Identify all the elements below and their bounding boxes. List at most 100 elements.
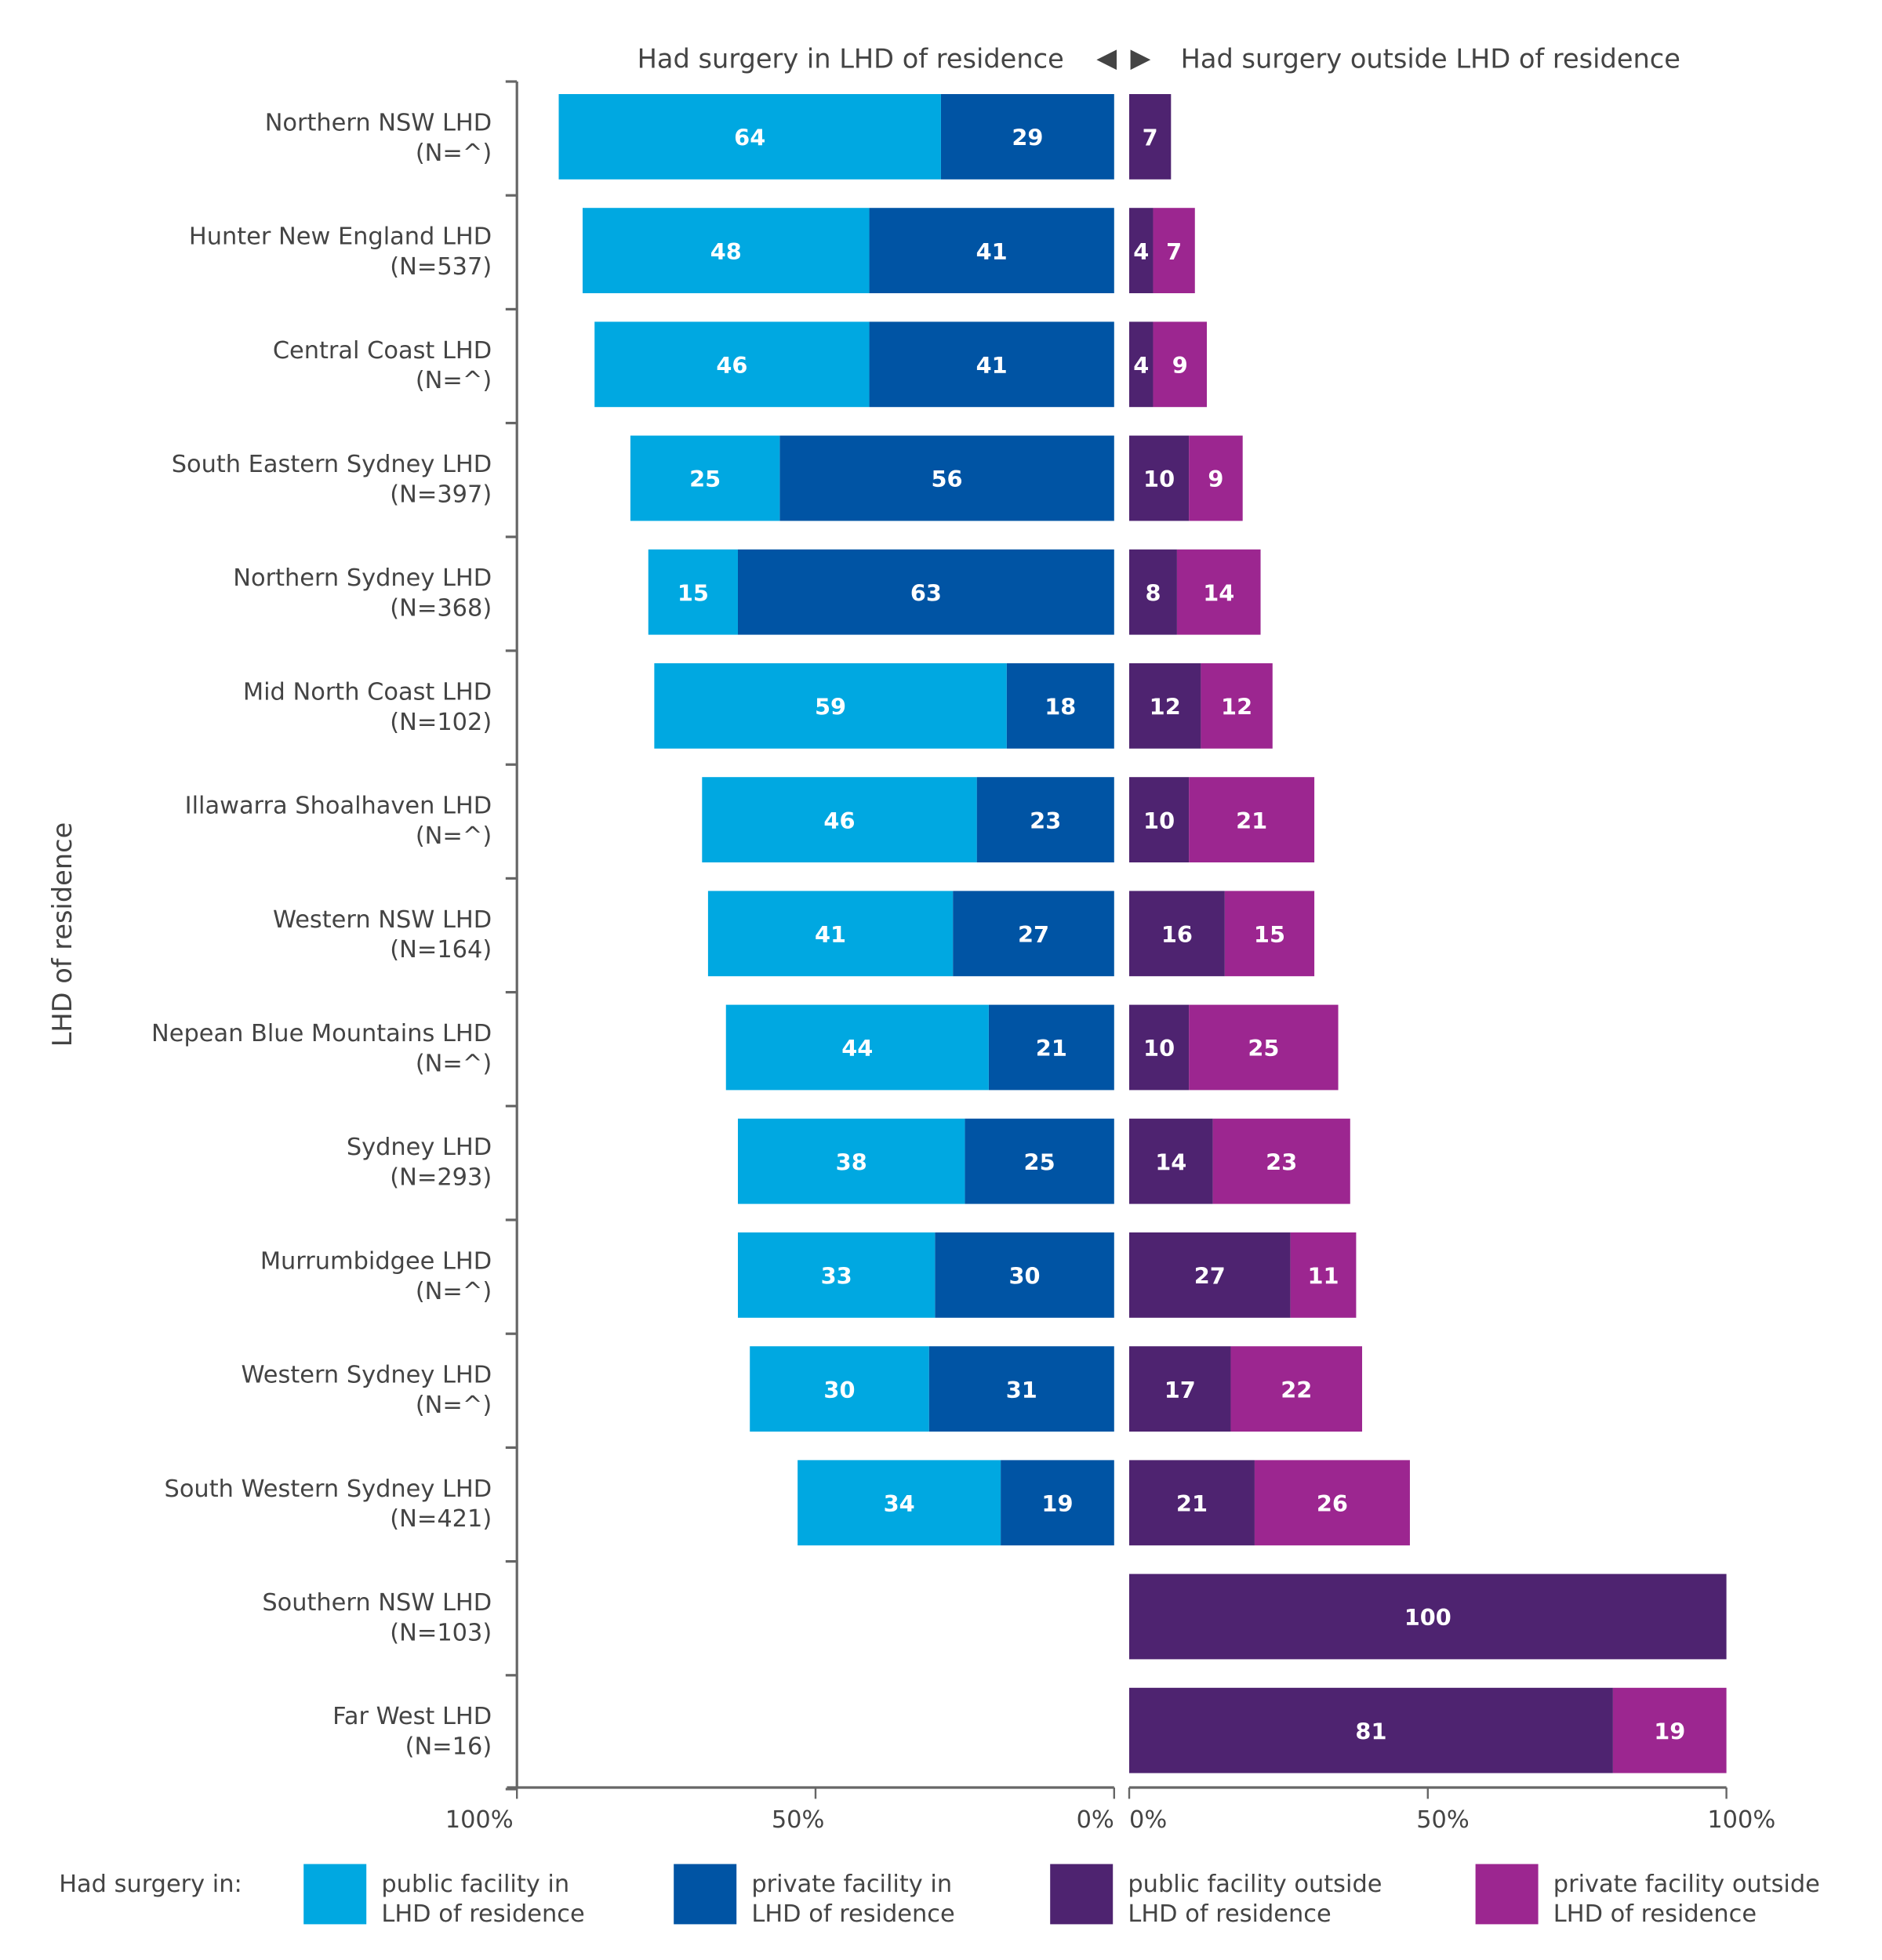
bar-segment — [654, 663, 1007, 749]
category-n-label: (N=537) — [390, 253, 492, 281]
bar-segment — [965, 1118, 1114, 1204]
data-label: 7 — [1166, 238, 1182, 265]
data-label: 12 — [1150, 694, 1181, 720]
data-label: 56 — [932, 466, 963, 492]
category-n-label: (N=102) — [390, 709, 492, 736]
data-label: 19 — [1041, 1490, 1073, 1517]
bar-segment — [1129, 1460, 1255, 1546]
category-n-label: (N=^) — [416, 1050, 492, 1077]
bar-segment — [1612, 1687, 1727, 1773]
data-label: 25 — [1024, 1149, 1055, 1175]
bar-segment — [1129, 1004, 1190, 1091]
category-n-label: (N=16) — [405, 1733, 492, 1761]
data-label: 41 — [976, 238, 1008, 265]
legend-label: LHD of residence — [751, 1900, 954, 1928]
x-tick-label: 100% — [445, 1806, 514, 1834]
bar-segment — [1129, 663, 1201, 749]
bar-segment — [988, 1004, 1114, 1091]
data-label: 31 — [1006, 1377, 1037, 1403]
x-tick-label: 50% — [772, 1806, 825, 1834]
data-label: 14 — [1203, 579, 1234, 606]
x-tick-label: 0% — [1129, 1806, 1167, 1834]
y-axis-label: LHD of residence — [47, 822, 78, 1047]
legend-label: private facility in — [751, 1871, 952, 1898]
data-label: 10 — [1143, 466, 1175, 492]
bar-segment — [1129, 1118, 1213, 1204]
category-label: Northern NSW LHD — [265, 109, 492, 136]
legend-swatch — [303, 1864, 367, 1925]
category-n-label: (N=368) — [390, 595, 492, 622]
legend-label: LHD of residence — [1128, 1900, 1331, 1928]
data-label: 22 — [1281, 1377, 1312, 1403]
category-n-label: (N=^) — [416, 140, 492, 167]
data-label: 7 — [1143, 125, 1158, 151]
bar-segment — [1129, 321, 1154, 408]
data-label: 9 — [1208, 466, 1223, 492]
bar-segment — [779, 435, 1114, 521]
data-label: 15 — [678, 579, 709, 606]
bar-segment — [928, 1346, 1114, 1432]
bar-segment — [953, 891, 1114, 977]
category-label: Hunter New England LHD — [189, 223, 492, 251]
category-label: South Eastern Sydney LHD — [172, 451, 492, 478]
x-tick-label: 50% — [1416, 1806, 1470, 1834]
bar-segment — [1129, 1232, 1291, 1318]
category-label: Mid North Coast LHD — [243, 678, 492, 706]
category-label: Western NSW LHD — [273, 906, 492, 934]
legend-label: public facility in — [381, 1871, 569, 1898]
data-label: 4 — [1133, 352, 1149, 379]
category-n-label: (N=^) — [416, 1392, 492, 1419]
bar-segment — [1006, 663, 1114, 749]
category-label: Northern Sydney LHD — [233, 564, 492, 592]
data-label: 23 — [1030, 808, 1061, 834]
legend-swatch — [674, 1864, 737, 1925]
bar-segment — [1129, 1346, 1231, 1432]
data-label: 14 — [1155, 1149, 1186, 1175]
bar-segment — [630, 435, 780, 521]
data-label: 63 — [910, 579, 942, 606]
bar-segment — [582, 208, 870, 293]
data-label: 10 — [1143, 808, 1175, 834]
bar-segment — [725, 1004, 989, 1091]
bar-segment — [1001, 1460, 1114, 1546]
category-label: Western Sydney LHD — [242, 1362, 492, 1389]
category-label: Southern NSW LHD — [262, 1589, 492, 1617]
bar-segment — [976, 777, 1114, 862]
category-label: Sydney LHD — [347, 1134, 492, 1161]
data-label: 16 — [1161, 921, 1193, 948]
data-label: 64 — [734, 125, 765, 151]
bar-segment — [1129, 549, 1177, 635]
bar-segment — [707, 891, 954, 977]
bar-segment — [737, 1232, 936, 1318]
bar-segment — [1254, 1460, 1410, 1546]
data-label: 38 — [836, 1149, 867, 1175]
header-right: Had surgery outside LHD of residence — [1181, 43, 1680, 74]
bar-segment — [940, 94, 1114, 180]
data-label: 41 — [976, 352, 1008, 379]
category-n-label: (N=103) — [390, 1619, 492, 1646]
data-label: 10 — [1143, 1035, 1175, 1062]
data-label: 23 — [1266, 1149, 1297, 1175]
bar-segment — [1129, 777, 1190, 862]
data-label: 41 — [815, 921, 846, 948]
data-label: 18 — [1045, 694, 1076, 720]
bar-segment — [1224, 891, 1315, 977]
data-label: 12 — [1221, 694, 1252, 720]
legend-label: private facility outside — [1553, 1871, 1820, 1898]
data-label: 21 — [1036, 1035, 1067, 1062]
legend-swatch — [1475, 1864, 1539, 1925]
bar-segment — [737, 1118, 965, 1204]
x-tick-label: 100% — [1707, 1806, 1775, 1834]
bar-segment — [1189, 1004, 1339, 1091]
header-left: Had surgery in LHD of residence — [638, 43, 1064, 74]
category-label: Far West LHD — [332, 1703, 492, 1730]
bar-segment — [1189, 435, 1243, 521]
category-label: Illawarra Shoalhaven LHD — [185, 793, 492, 820]
data-label: 17 — [1164, 1377, 1196, 1403]
data-label: 11 — [1307, 1263, 1339, 1290]
legend-swatch — [1050, 1864, 1114, 1925]
data-label: 21 — [1236, 808, 1267, 834]
bar-segment — [1201, 663, 1273, 749]
bar-segment — [648, 549, 738, 635]
